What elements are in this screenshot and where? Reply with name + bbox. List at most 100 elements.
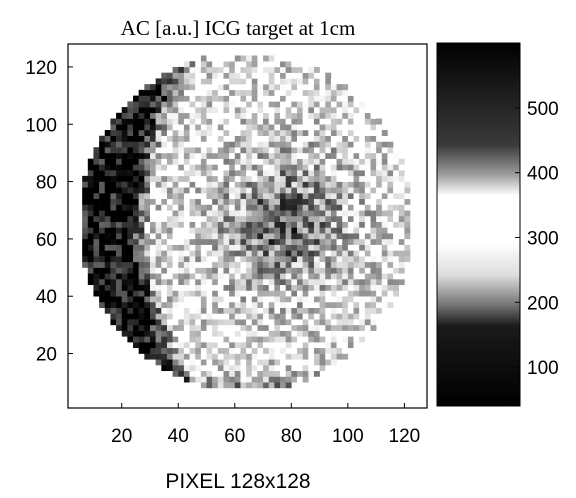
heatmap-cell [189,290,196,297]
heatmap-cell [133,164,139,171]
heatmap-cell [347,193,354,200]
heatmap-cell [257,130,264,136]
heatmap-cell [195,301,202,308]
heatmap-cell [240,107,247,114]
heatmap-cell [302,181,309,188]
heatmap-cell [381,307,388,314]
heatmap-cell [325,181,332,188]
heatmap-cell [257,118,264,125]
heatmap-cell [217,353,224,360]
heatmap-cell [195,313,202,320]
heatmap-cell [336,342,343,349]
heatmap-cell [144,221,151,228]
heatmap-cell [291,227,298,234]
heatmap-cell [82,238,89,245]
heatmap-cell [189,66,196,73]
heatmap-cell [347,147,354,154]
heatmap-cell [336,267,343,274]
heatmap-cell [116,244,122,251]
heatmap-cell [217,244,224,251]
heatmap-cell [381,215,388,222]
heatmap-cell [280,101,286,108]
heatmap-cell [183,238,190,245]
heatmap-cell [99,296,106,303]
heatmap-cell [116,135,122,142]
heatmap-cell [280,382,286,389]
heatmap-cell [212,95,219,102]
heatmap-cell [296,290,303,297]
heatmap-cell [387,164,394,171]
heatmap-cell [274,84,281,91]
heatmap-cell [223,164,230,171]
heatmap-cell [336,84,343,91]
heatmap-cell [172,296,179,303]
heatmap-cell [257,273,264,280]
heatmap-cell [178,187,185,194]
heatmap-cell [166,152,173,159]
heatmap-cell [268,330,275,337]
heatmap-cell [296,187,303,194]
heatmap-cell [138,107,145,114]
heatmap-cell [347,221,354,228]
heatmap-cell [127,336,134,343]
heatmap-cell [183,215,190,222]
heatmap-cell [212,118,219,125]
heatmap-cell [251,256,258,263]
heatmap-cell [172,330,179,337]
heatmap-cell [240,261,247,268]
heatmap-cell [127,198,134,205]
x-tick-label: 40 [168,426,189,447]
heatmap-cell [166,359,173,366]
heatmap-cell [121,256,128,263]
heatmap-cell [308,164,315,171]
heatmap-cell [229,95,236,102]
heatmap-cell [178,244,185,251]
heatmap-cell [257,107,264,114]
heatmap-cell [223,324,230,331]
heatmap-cell [144,204,151,211]
heatmap-cell [121,301,128,308]
heatmap-cell [234,112,241,119]
heatmap-cell [212,256,219,263]
heatmap-cell [285,359,292,366]
heatmap-cell [376,118,383,125]
heatmap-cell [246,118,253,125]
heatmap-cell [200,233,207,240]
heatmap-cell [206,324,213,331]
heatmap-cell [133,284,139,291]
heatmap-cell [183,233,190,240]
heatmap-cell [178,215,185,222]
heatmap-cell [336,296,343,303]
heatmap-cell [347,273,354,280]
heatmap-cell [234,301,241,308]
heatmap-cell [319,141,326,148]
heatmap-cell [172,336,179,343]
heatmap-cell [155,336,162,343]
heatmap-cell [183,370,190,377]
heatmap-cell [172,238,179,245]
heatmap-cell [82,198,89,205]
heatmap-cell [387,141,394,148]
heatmap-cell [370,238,377,245]
heatmap-cell [82,204,89,211]
heatmap-cell [257,61,264,68]
heatmap-cell [189,227,196,234]
heatmap-cell [342,353,349,360]
heatmap-cell [370,210,377,217]
heatmap-cell [347,112,354,119]
heatmap-cell [195,84,202,91]
heatmap-cell [212,89,219,96]
heatmap-cell [370,267,377,274]
heatmap-cell [189,336,196,343]
heatmap-cell [161,256,168,263]
heatmap-cell [291,141,298,148]
heatmap-cell [234,84,241,91]
heatmap-cell [150,198,156,205]
heatmap-cell [206,301,213,308]
heatmap-cell [342,147,349,154]
heatmap-cell [116,210,122,217]
heatmap-cell [217,313,224,320]
heatmap-cell [359,118,366,125]
heatmap-cell [398,158,405,165]
heatmap-cell [296,238,303,245]
